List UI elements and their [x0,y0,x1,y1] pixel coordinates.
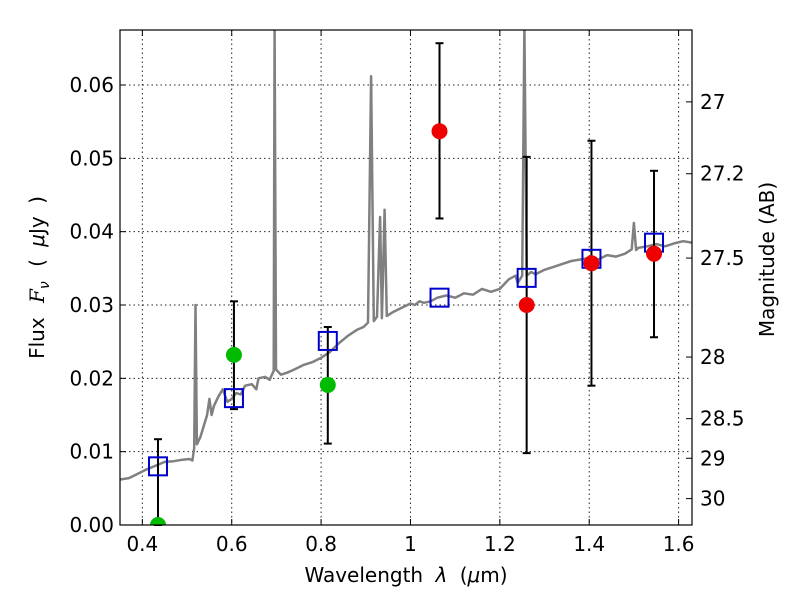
x-tick-label: 0.6 [216,532,248,556]
y-tick-label: 0.03 [69,293,114,317]
plot-frame [119,29,693,526]
y2-tick-label: 28.5 [700,407,745,431]
axis-ticks: 0.4 0.6 0.8 1 1.2 1.4 1.6 0.00 0.01 0.02 0.03 0.04 0… [69,30,745,556]
y2-tick-label: 28 [700,345,725,369]
x-axis-label-open: ( [460,563,468,587]
model-square [429,287,450,308]
x-tick-label: 0.4 [126,532,158,556]
measurement-points [149,123,663,525]
green-point [149,517,166,525]
model-photometry-series [147,232,665,477]
model-square [317,330,338,351]
x-tick-label: 1.6 [663,532,695,556]
y-axis-label-close: ) [25,196,49,204]
y-axis-label-word: Flux [25,317,49,359]
y-tick-label: 0.01 [69,440,114,464]
model-square [147,456,168,477]
y-axis-label-unit: Jy [25,216,49,236]
model-square [516,267,537,288]
y-axis-label-symbol: F [25,288,49,304]
spectrum-series [120,30,692,481]
x-axis-label-word: Wavelength [304,563,423,587]
green-point [319,376,336,393]
y2-tick-label: 27.2 [700,162,745,186]
y-axis-label-mu: μ [25,234,49,248]
spectrum-line [120,30,692,481]
y2-tick-label: 27.5 [700,246,745,270]
x-tick-label: 1.4 [573,532,605,556]
y-axis-label: Flux Fν ( μJy ) [25,196,54,359]
detection-point [431,123,448,140]
x-axis-label-symbol: λ [434,563,447,587]
detection-point [518,297,535,313]
grid-lines [120,30,692,525]
error-bars [153,42,659,526]
y-tick-label: 0.02 [69,366,114,390]
x-tick-label: 1.2 [484,532,516,556]
y2-tick-label: 27 [700,90,725,114]
x-axis-label-mu: μ [467,563,481,587]
detection-point [583,255,600,272]
y-tick-label: 0.04 [69,220,114,244]
y2-tick-label: 29 [700,446,725,470]
y-tick-label: 0.06 [69,73,114,97]
y-tick-label: 0.05 [69,146,114,170]
y2-tick-label: 30 [700,487,725,511]
x-axis-label-unit: m) [480,563,507,587]
model-square [223,388,244,409]
green-point [225,346,242,363]
y-axis-label-open: ( [25,259,49,267]
x-tick-label: 0.8 [305,532,337,556]
y-axis-label-subscript: ν [37,281,53,289]
detection-point [646,245,663,262]
x-axis-label: Wavelength λ (μm) [304,563,507,587]
x-tick-label: 1 [404,532,417,556]
y-tick-label: 0.00 [69,513,114,537]
y2-axis-label: Magnitude (AB) [755,182,779,337]
